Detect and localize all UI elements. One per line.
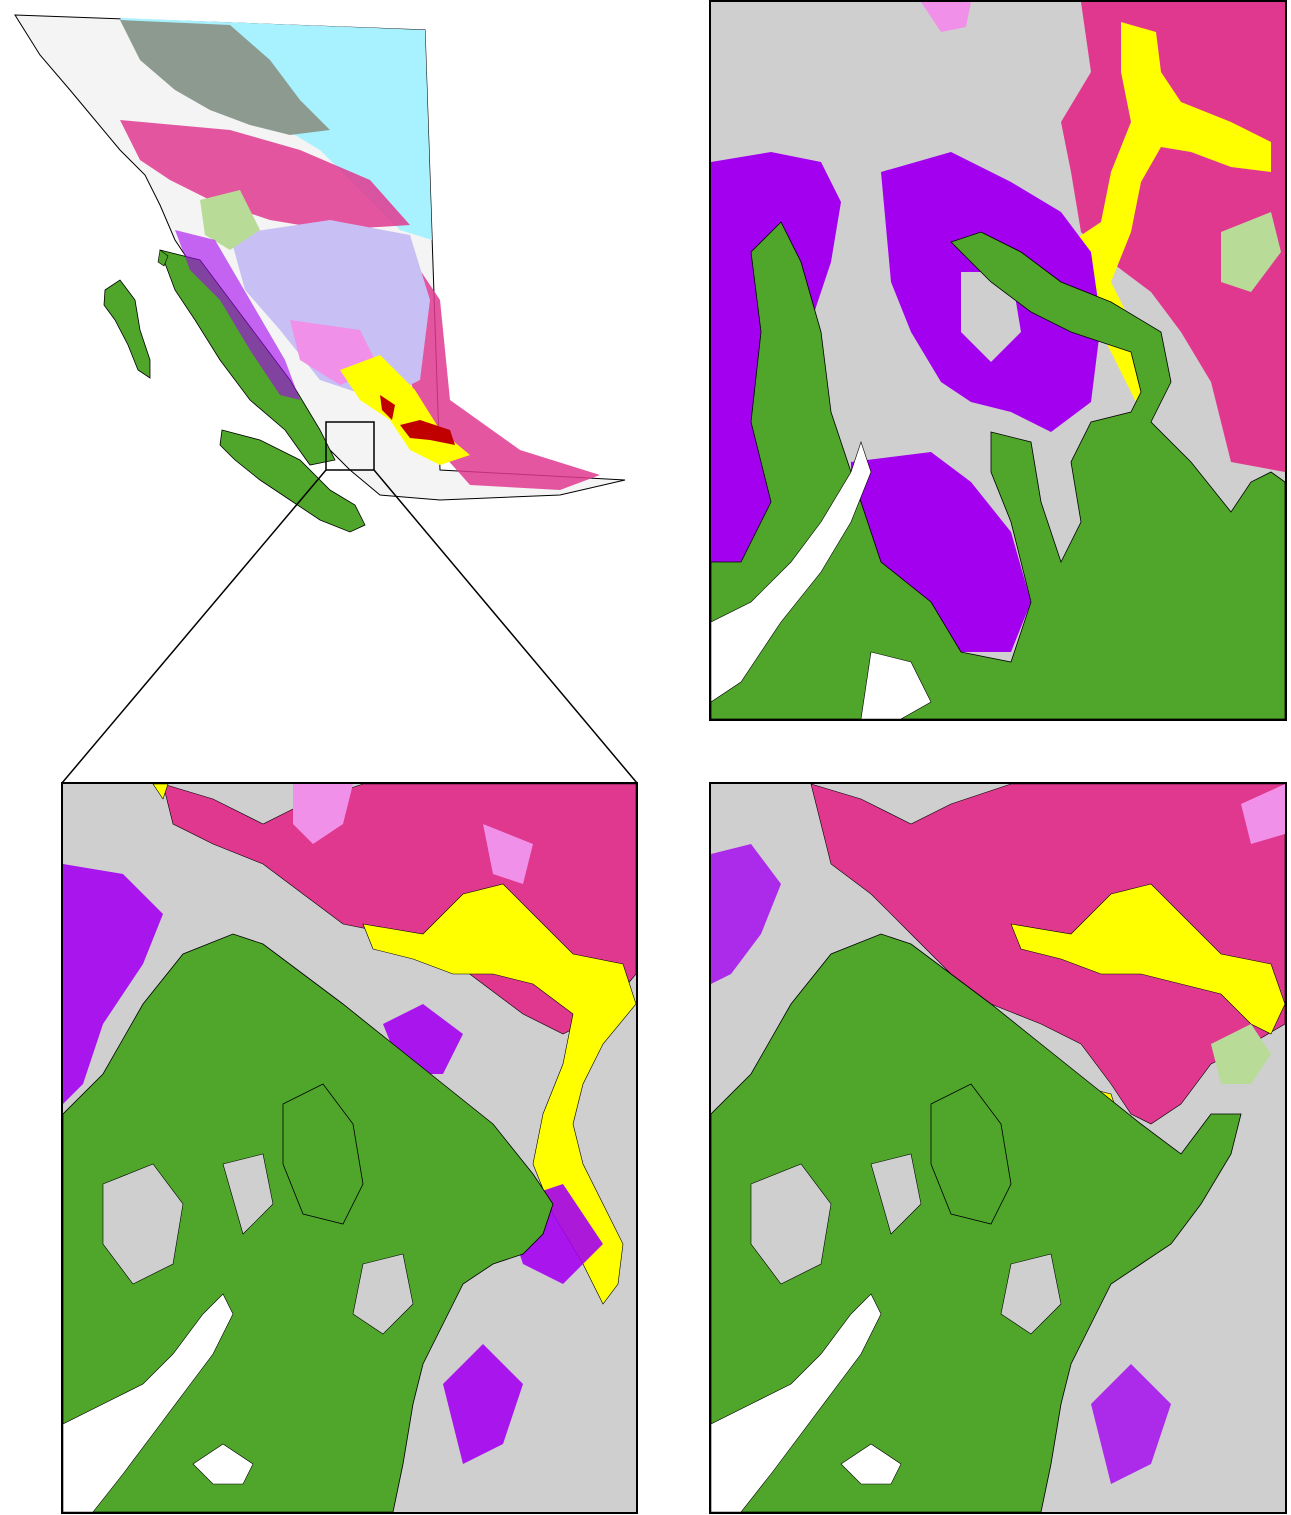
zone-coast-purple [175, 230, 300, 400]
coarse-zone-magenta [1061, 2, 1285, 472]
detail-map-fine-svg [711, 784, 1285, 1512]
coarse-water [711, 441, 872, 703]
zone-magenta-north [120, 120, 410, 230]
fine-water [711, 1293, 902, 1512]
detail-map-coarse-svg [711, 2, 1285, 719]
island-vancouver [219, 429, 366, 533]
coarse-zone-pink [921, 2, 971, 32]
inset-box [325, 421, 375, 471]
coarse-zone-green [711, 221, 1285, 719]
fine-zone-purple [711, 844, 1171, 1484]
fine-zone-grey-holes [750, 1153, 1062, 1335]
smooth-water [63, 1293, 254, 1512]
detail-map-fine [709, 782, 1287, 1514]
zone-north-mountains [120, 20, 330, 135]
island-north [103, 279, 151, 379]
island-small [157, 249, 169, 267]
detail-map-smooth-svg [63, 784, 636, 1512]
detail-map-coarse [709, 0, 1287, 721]
smooth-zone-grey-holes [102, 1153, 414, 1335]
smooth-zone-yellow [152, 784, 636, 1305]
overview-map-svg [14, 14, 626, 533]
connector-left [61, 469, 327, 784]
coarse-zone-light-green [1221, 212, 1281, 292]
coarse-zone-grey-hole-1 [961, 272, 1021, 362]
connector-right [373, 469, 638, 784]
coarse-zone-purple-south [851, 452, 1031, 652]
zone-light-green [200, 190, 260, 250]
zone-red [380, 395, 455, 445]
detail-map-smooth [61, 782, 638, 1514]
overview-map [0, 0, 640, 560]
fine-zone-pink [1241, 784, 1285, 844]
smooth-zone-purple [63, 864, 603, 1484]
smooth-zone-pink [293, 784, 533, 884]
coarse-water-2 [860, 651, 932, 719]
fine-zone-light-green [1211, 1024, 1271, 1084]
